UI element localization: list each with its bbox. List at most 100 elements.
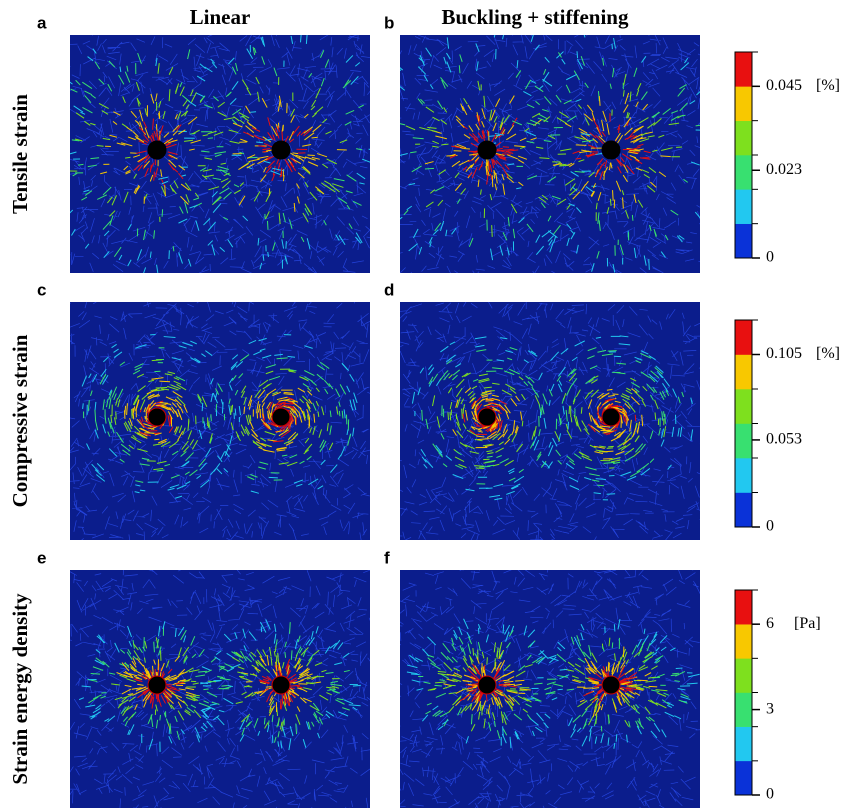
strained-fiber <box>383 139 392 140</box>
column-title: Buckling + stiffening <box>441 5 629 29</box>
strained-fiber <box>386 177 393 180</box>
strained-fiber <box>244 407 245 414</box>
colorbar-tick-label: 0 <box>766 249 774 266</box>
strained-fiber <box>266 687 272 688</box>
cell-hole <box>272 408 290 426</box>
colorbar-segment <box>735 658 752 692</box>
strained-fiber <box>608 446 614 447</box>
panel-label: e <box>37 548 46 567</box>
colorbar-unit: [%] <box>816 345 840 362</box>
panel-image <box>367 25 727 282</box>
strained-fiber <box>247 686 252 687</box>
strained-fiber <box>59 121 68 123</box>
cell-hole <box>148 676 166 694</box>
panel-label: d <box>384 280 394 299</box>
panel-content <box>367 25 727 282</box>
strained-fiber <box>649 259 650 270</box>
strained-fiber <box>208 421 209 427</box>
strained-fiber <box>286 241 287 249</box>
strained-fiber <box>290 688 295 689</box>
strained-fiber <box>232 405 233 412</box>
panel-label: b <box>384 13 394 32</box>
panel-image <box>389 557 705 810</box>
colorbar-tick-label: 0.105 <box>766 345 802 362</box>
cell-hole <box>148 141 166 159</box>
panel-image <box>62 564 381 810</box>
strained-fiber <box>40 141 52 142</box>
strained-fiber <box>60 147 65 148</box>
strained-fiber <box>268 413 269 418</box>
strained-fiber <box>268 720 269 725</box>
strained-fiber <box>58 179 65 181</box>
strained-fiber <box>32 142 42 144</box>
colorbar-segment <box>735 458 752 493</box>
strained-fiber <box>393 174 398 176</box>
strained-fiber <box>560 669 567 670</box>
panel-label: a <box>37 13 47 32</box>
strained-fiber <box>267 221 268 230</box>
strained-fiber <box>459 65 460 73</box>
strained-fiber <box>53 111 62 118</box>
strained-fiber <box>250 112 256 113</box>
strained-fiber <box>435 685 442 686</box>
strained-fiber <box>503 625 504 634</box>
colorbar-unit: [Pa] <box>794 615 821 632</box>
strained-fiber <box>387 112 399 113</box>
colorbar-segment <box>735 761 752 795</box>
strained-fiber <box>422 410 423 421</box>
strained-fiber <box>48 164 57 168</box>
colorbar-tick-label: 0 <box>766 518 774 535</box>
strained-fiber <box>583 688 593 689</box>
panel-content <box>32 23 406 279</box>
strained-fiber <box>291 650 292 659</box>
strained-fiber <box>390 141 396 142</box>
colorbar-tick-label: 0 <box>766 786 774 803</box>
cell-hole <box>478 676 496 694</box>
strained-fiber <box>440 680 445 681</box>
colorbar-segment <box>735 86 752 121</box>
strained-fiber <box>382 182 387 183</box>
colorbar-segment <box>735 389 752 424</box>
strained-fiber <box>629 150 640 151</box>
strained-fiber <box>385 97 391 99</box>
cell-hole <box>602 408 620 426</box>
strained-fiber <box>635 415 636 421</box>
colorbar-segment <box>735 121 752 156</box>
panel-content <box>389 557 705 810</box>
colorbar-segment <box>735 493 752 528</box>
strained-fiber <box>385 90 391 92</box>
strained-fiber <box>33 159 42 160</box>
strained-fiber <box>379 192 384 195</box>
strained-fiber <box>576 145 587 146</box>
strained-fiber <box>372 174 381 177</box>
strained-fiber <box>649 686 658 687</box>
strained-fiber <box>162 209 163 216</box>
strained-fiber <box>712 116 716 119</box>
strained-fiber <box>36 186 46 190</box>
colorbar-unit: [%] <box>816 77 840 94</box>
strained-fiber <box>569 406 570 414</box>
cell-hole <box>272 676 290 694</box>
panel-image <box>63 293 381 547</box>
panel-background <box>400 35 700 273</box>
colorbar-segment <box>735 624 752 658</box>
row-label: Tensile strain <box>8 94 32 214</box>
strained-fiber <box>474 466 484 467</box>
strained-fiber <box>221 686 227 687</box>
strained-fiber <box>373 111 379 113</box>
cell-hole <box>478 408 496 426</box>
strained-fiber <box>492 175 493 187</box>
strained-fiber <box>160 715 161 721</box>
strained-fiber <box>58 168 68 169</box>
row-label: Strain energy density <box>8 593 32 785</box>
colorbar-segment <box>735 693 752 727</box>
strained-fiber <box>374 97 382 104</box>
strained-fiber <box>159 111 160 119</box>
strained-fiber <box>371 115 378 119</box>
strained-fiber <box>275 647 276 652</box>
strained-fiber <box>472 684 478 685</box>
strained-fiber <box>577 51 578 58</box>
cell-hole <box>272 141 290 159</box>
strained-fiber <box>614 624 615 631</box>
